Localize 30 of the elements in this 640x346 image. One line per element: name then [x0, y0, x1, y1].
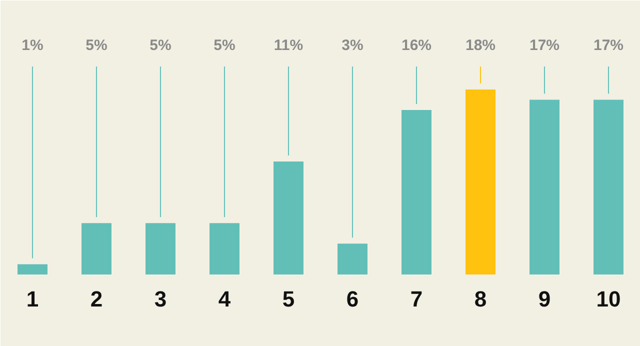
data-label: 5%: [214, 37, 236, 54]
bar: [466, 90, 496, 274]
x-tick-label: 7: [410, 286, 423, 312]
data-label: 3%: [342, 37, 364, 54]
x-tick-label: 5: [282, 286, 295, 312]
x-tick-label: 6: [346, 286, 359, 312]
bar: [146, 223, 176, 274]
bar: [274, 161, 304, 274]
bar: [530, 100, 560, 274]
data-label: 5%: [86, 37, 108, 54]
data-label: 17%: [529, 37, 560, 54]
x-tick-label: 1: [26, 286, 39, 312]
bar: [594, 100, 624, 274]
bar: [338, 244, 368, 274]
x-tick-label: 2: [90, 286, 103, 312]
x-tick-label: 10: [596, 286, 621, 312]
x-tick-label: 9: [538, 286, 551, 312]
data-label: 16%: [401, 37, 432, 54]
x-tick-label: 4: [218, 286, 232, 312]
x-tick-label: 8: [474, 286, 487, 312]
bar: [82, 223, 112, 274]
bar: [402, 110, 432, 274]
bar: [210, 223, 240, 274]
data-label: 11%: [274, 37, 304, 54]
data-label: 5%: [150, 37, 172, 54]
x-tick-label: 3: [154, 286, 167, 312]
data-label: 1%: [22, 37, 44, 54]
bar: [18, 264, 48, 274]
data-label: 17%: [593, 37, 624, 54]
data-label: 18%: [465, 37, 496, 54]
